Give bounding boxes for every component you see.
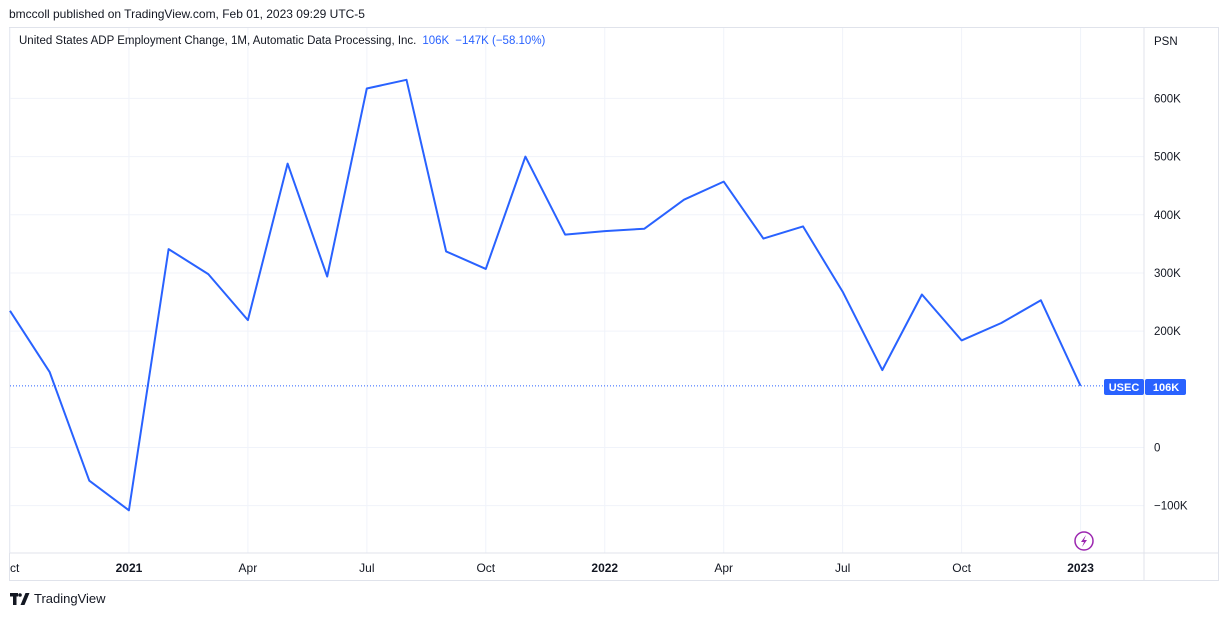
chart-legend: United States ADP Employment Change, 1M,… xyxy=(19,35,545,47)
legend-value: 106K xyxy=(422,35,450,47)
price-badge-symbol: USEC xyxy=(1109,382,1140,394)
x-tick-label: ct xyxy=(10,561,20,575)
x-tick-label: 2023 xyxy=(1067,561,1094,575)
legend-change: −147K (−58.10%) xyxy=(455,35,546,47)
price-badge-value: 106K xyxy=(1153,382,1179,394)
y-tick-label: 400K xyxy=(1154,210,1181,222)
lightning-icon[interactable] xyxy=(1074,531,1094,551)
series-line-layer xyxy=(9,78,1104,512)
x-tick-label: 2021 xyxy=(116,561,143,575)
price-badge-value-bg xyxy=(1145,379,1186,395)
price-badge: USEC 106K xyxy=(1104,379,1186,395)
grid-lines xyxy=(9,28,1144,553)
y-tick-label: 0 xyxy=(1154,443,1160,455)
x-axis-ticks: ct 2021 Apr Jul Oct 2022 Apr Jul Oct 2023 xyxy=(10,561,1094,575)
y-tick-label: 300K xyxy=(1154,268,1181,280)
x-tick-label: Oct xyxy=(476,561,495,575)
x-tick-label: Jul xyxy=(359,561,374,575)
x-tick-label: Apr xyxy=(714,561,733,575)
publisher-line: bmccoll published on TradingView.com, Fe… xyxy=(9,7,365,21)
tradingview-logo-icon xyxy=(10,592,30,605)
y-tick-label: 600K xyxy=(1154,93,1181,105)
y-tick-label: −100K xyxy=(1154,501,1188,513)
y-tick-label: 200K xyxy=(1154,326,1181,338)
x-tick-label: Apr xyxy=(239,561,258,575)
legend-title: United States ADP Employment Change, 1M,… xyxy=(19,35,417,47)
x-tick-label: Oct xyxy=(952,561,971,575)
y-tick-label: 500K xyxy=(1154,152,1181,164)
unit-label: PSN xyxy=(1154,36,1178,48)
y-axis-ticks: 600K 500K 400K 300K 200K 0 −100K xyxy=(1154,93,1188,512)
data-points-layer xyxy=(10,80,1081,511)
x-tick-label: 2022 xyxy=(591,561,618,575)
price-badge-symbol-bg xyxy=(1104,379,1144,395)
footer-brand-text: TradingView xyxy=(34,591,106,606)
series-line xyxy=(9,78,1082,512)
footer-brand[interactable]: TradingView xyxy=(10,591,106,606)
x-tick-label: Jul xyxy=(835,561,850,575)
